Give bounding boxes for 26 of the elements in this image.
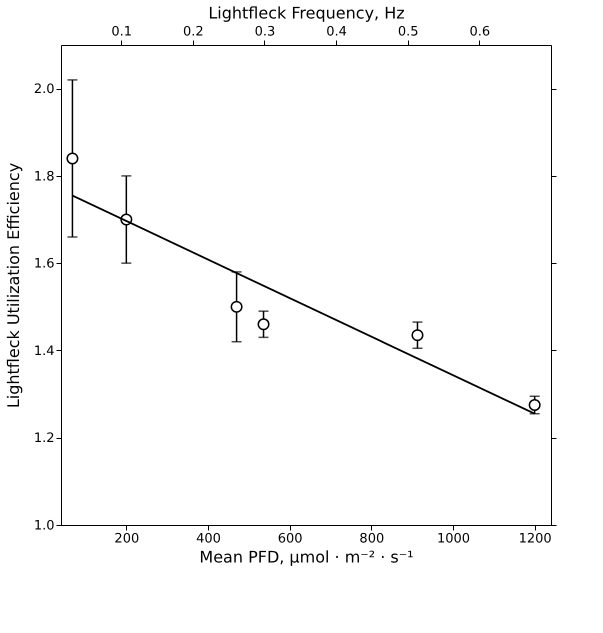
- y-axis-title: Lightfleck Utilization Efficiency: [4, 162, 23, 408]
- x-axis-title: Mean PFD, μmol · m⁻² · s⁻¹: [199, 548, 414, 566]
- point: [230, 300, 243, 313]
- x2-tick-label: 0.3: [254, 24, 276, 40]
- x2-tick-label: 0.1: [111, 24, 132, 40]
- x2-tick-label: 0.2: [182, 24, 204, 40]
- point: [66, 152, 78, 164]
- y-tick-label: 1.6: [34, 256, 54, 272]
- x-tick-label: 1200: [518, 532, 552, 546]
- point: [411, 329, 424, 342]
- y-tick-label: 1.2: [34, 431, 54, 446]
- x-tick-label: 800: [359, 532, 384, 546]
- y-tick-label: 1.4: [34, 344, 54, 359]
- point: [528, 399, 541, 411]
- x-tick-label: 200: [114, 532, 140, 546]
- point: [258, 318, 270, 330]
- y-tick-label: 1.0: [34, 518, 54, 534]
- y-tick-label: 2.0: [34, 82, 54, 98]
- x-tick-label: 600: [278, 532, 303, 546]
- x2-tick-label: 0.4: [326, 24, 347, 40]
- x2-tick-label: 0.6: [470, 24, 490, 40]
- x-tick-label: 1000: [436, 532, 470, 546]
- x-tick-label: 400: [196, 532, 221, 546]
- x2-tick-label: 0.5: [398, 24, 419, 40]
- x2-axis-title: Lightfleck Frequency, Hz: [208, 4, 405, 22]
- y-tick-label: 1.8: [34, 169, 54, 184]
